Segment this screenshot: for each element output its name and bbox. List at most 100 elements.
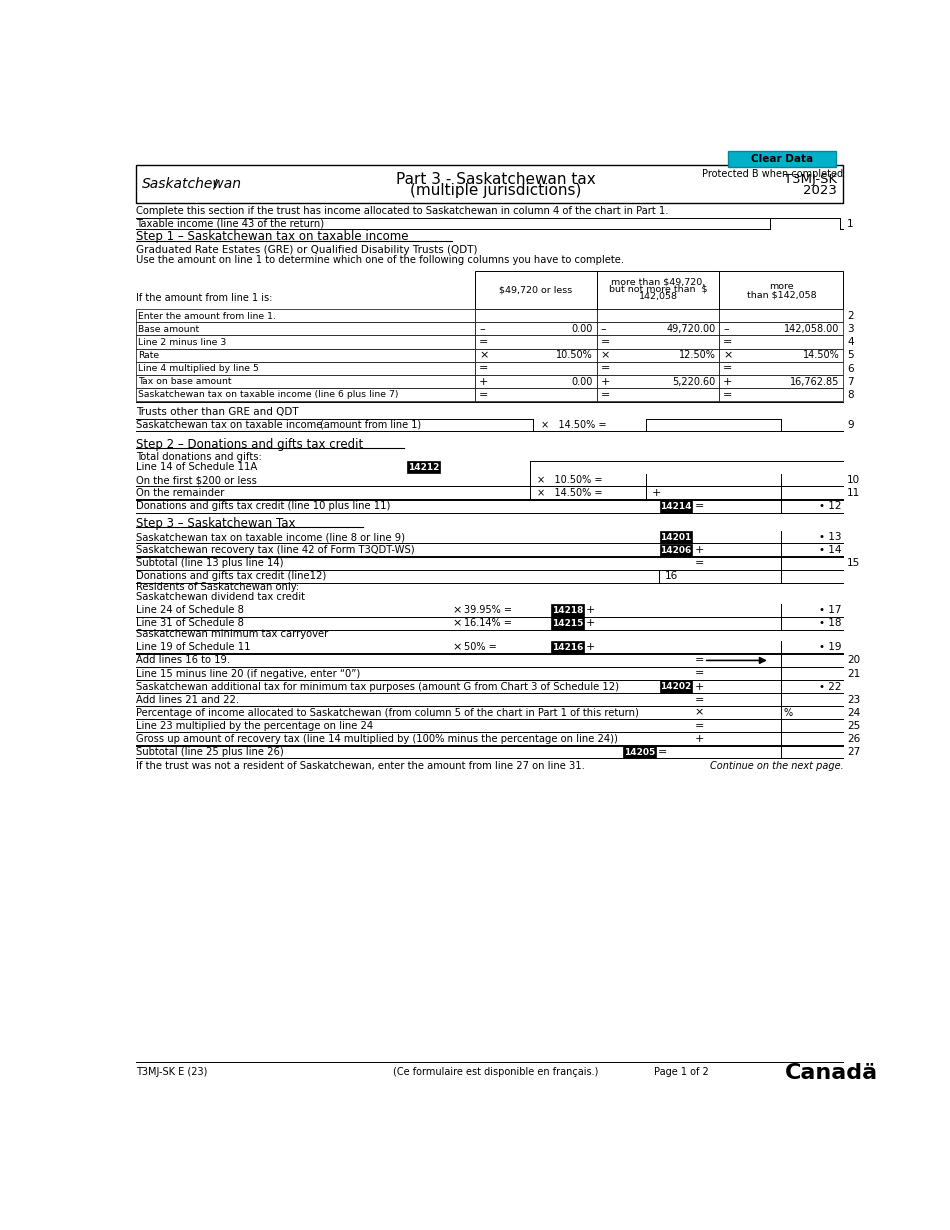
Text: ×   10.50% =: × 10.50% = bbox=[538, 475, 602, 486]
Bar bbox=[719, 375, 844, 387]
Text: Complete this section if the trust has income allocated to Saskatchewan in colum: Complete this section if the trust has i… bbox=[136, 205, 668, 215]
Text: 24: 24 bbox=[847, 707, 861, 718]
Text: 14206: 14206 bbox=[660, 546, 692, 555]
Bar bbox=[475, 271, 844, 309]
Text: (amount from line 1): (amount from line 1) bbox=[320, 419, 422, 429]
Text: =: = bbox=[694, 502, 704, 512]
Text: Tax on base amount: Tax on base amount bbox=[138, 378, 232, 386]
Text: 27: 27 bbox=[847, 747, 861, 756]
Text: Step 2 – Donations and gifts tax credit: Step 2 – Donations and gifts tax credit bbox=[136, 438, 363, 450]
Bar bbox=[551, 641, 583, 653]
Text: Continue on the next page.: Continue on the next page. bbox=[710, 761, 844, 771]
Text: ×: × bbox=[694, 707, 704, 718]
Bar bbox=[136, 362, 475, 375]
Text: 10.50%: 10.50% bbox=[557, 351, 593, 360]
Text: If the trust was not a resident of Saskatchewan, enter the amount from line 27 o: If the trust was not a resident of Saska… bbox=[136, 761, 584, 771]
Bar bbox=[475, 387, 597, 401]
Text: 142,058: 142,058 bbox=[638, 293, 677, 301]
Text: 12.50%: 12.50% bbox=[678, 351, 715, 360]
Text: +: + bbox=[694, 734, 704, 744]
Text: Line 19 of Schedule 11: Line 19 of Schedule 11 bbox=[136, 642, 250, 652]
Text: Saskatchewan recovery tax (line 42 of Form T3QDT-WS): Saskatchewan recovery tax (line 42 of Fo… bbox=[136, 545, 414, 555]
Text: 14212: 14212 bbox=[408, 462, 439, 471]
Text: 9: 9 bbox=[847, 419, 854, 429]
Bar bbox=[551, 604, 583, 616]
Text: Saskatchewan tax on taxable income (line 8 or line 9): Saskatchewan tax on taxable income (line… bbox=[136, 533, 405, 542]
Text: 14214: 14214 bbox=[660, 502, 692, 510]
Bar bbox=[597, 336, 718, 348]
Text: Part 3 - Saskatchewan tax: Part 3 - Saskatchewan tax bbox=[396, 172, 596, 187]
Text: 5: 5 bbox=[847, 351, 854, 360]
Text: Line 15 minus line 20 (if negative, enter “0”): Line 15 minus line 20 (if negative, ente… bbox=[136, 669, 360, 679]
Bar bbox=[136, 336, 475, 348]
Text: –: – bbox=[600, 325, 606, 335]
Text: Residents of Saskatchewan only:: Residents of Saskatchewan only: bbox=[136, 582, 299, 593]
Text: 25: 25 bbox=[847, 721, 861, 731]
Text: +: + bbox=[600, 376, 610, 386]
Text: Clear Data: Clear Data bbox=[751, 154, 813, 164]
Text: Step 1 – Saskatchewan tax on taxable income: Step 1 – Saskatchewan tax on taxable inc… bbox=[136, 230, 408, 244]
Text: than $142,058: than $142,058 bbox=[747, 290, 816, 299]
Text: 20: 20 bbox=[847, 656, 861, 665]
Text: • 18: • 18 bbox=[819, 619, 842, 629]
Text: +: + bbox=[694, 681, 704, 691]
Text: 15: 15 bbox=[847, 558, 861, 568]
Bar bbox=[475, 375, 597, 387]
Text: Graduated Rate Estates (GRE) or Qualified Disability Trusts (QDT): Graduated Rate Estates (GRE) or Qualifie… bbox=[136, 245, 477, 255]
Bar bbox=[719, 387, 844, 401]
Bar bbox=[719, 309, 844, 322]
Text: Subtotal (line 25 plus line 26): Subtotal (line 25 plus line 26) bbox=[136, 747, 283, 756]
Text: =: = bbox=[479, 337, 488, 347]
Bar bbox=[597, 375, 718, 387]
Text: 6: 6 bbox=[847, 364, 854, 374]
Text: Total donations and gifts:: Total donations and gifts: bbox=[136, 453, 261, 462]
Bar bbox=[597, 387, 718, 401]
Bar bbox=[136, 375, 475, 387]
Text: 2023: 2023 bbox=[804, 184, 837, 197]
Text: =: = bbox=[694, 721, 704, 731]
Text: • 22: • 22 bbox=[819, 681, 842, 691]
Text: =: = bbox=[600, 337, 610, 347]
Text: 26: 26 bbox=[847, 734, 861, 744]
Text: –: – bbox=[479, 325, 484, 335]
Text: 14218: 14218 bbox=[552, 606, 583, 615]
Text: Use the amount on line 1 to determine which one of the following columns you hav: Use the amount on line 1 to determine wh… bbox=[136, 255, 624, 264]
Text: +: + bbox=[586, 642, 596, 652]
Text: 1: 1 bbox=[847, 219, 854, 229]
Text: ×: × bbox=[600, 351, 610, 360]
Text: but not more than  $: but not more than $ bbox=[609, 285, 708, 294]
Text: 16: 16 bbox=[665, 572, 678, 582]
Bar bbox=[728, 151, 836, 167]
Text: Line 14 of Schedule 11A: Line 14 of Schedule 11A bbox=[136, 462, 257, 472]
Text: more than $49,720,: more than $49,720, bbox=[611, 277, 705, 287]
Text: If the amount from line 1 is:: If the amount from line 1 is: bbox=[136, 293, 273, 303]
Text: –: – bbox=[723, 325, 729, 335]
Bar bbox=[659, 680, 693, 692]
Text: =: = bbox=[600, 390, 610, 400]
Text: 7: 7 bbox=[847, 376, 854, 386]
Bar bbox=[659, 544, 693, 556]
Text: Step 3 – Saskatchewan Tax: Step 3 – Saskatchewan Tax bbox=[136, 517, 295, 530]
Text: • 19: • 19 bbox=[819, 642, 842, 652]
Text: +: + bbox=[694, 545, 704, 555]
Bar bbox=[597, 309, 718, 322]
Bar bbox=[719, 362, 844, 375]
Text: Line 2 minus line 3: Line 2 minus line 3 bbox=[138, 338, 226, 347]
Bar bbox=[597, 322, 718, 336]
Text: Line 24 of Schedule 8: Line 24 of Schedule 8 bbox=[136, 605, 243, 615]
Text: 4: 4 bbox=[847, 337, 854, 347]
Text: =: = bbox=[694, 558, 704, 568]
Text: • 14: • 14 bbox=[819, 545, 842, 555]
Bar bbox=[659, 531, 693, 544]
Text: ×: × bbox=[723, 351, 732, 360]
Text: 3: 3 bbox=[847, 325, 854, 335]
Text: Trusts other than GRE and QDT: Trusts other than GRE and QDT bbox=[136, 407, 298, 417]
Text: 21: 21 bbox=[847, 669, 861, 679]
Text: Donations and gifts tax credit (line 10 plus line 11): Donations and gifts tax credit (line 10 … bbox=[136, 502, 390, 512]
Text: 14.50%: 14.50% bbox=[803, 351, 840, 360]
Text: =: = bbox=[694, 656, 704, 665]
Text: ×   14.50% =: × 14.50% = bbox=[538, 488, 602, 498]
Text: Percentage of income allocated to Saskatchewan (from column 5 of the chart in Pa: Percentage of income allocated to Saskat… bbox=[136, 707, 638, 718]
Text: Base amount: Base amount bbox=[138, 325, 200, 333]
Text: On the first $200 or less: On the first $200 or less bbox=[136, 475, 256, 486]
